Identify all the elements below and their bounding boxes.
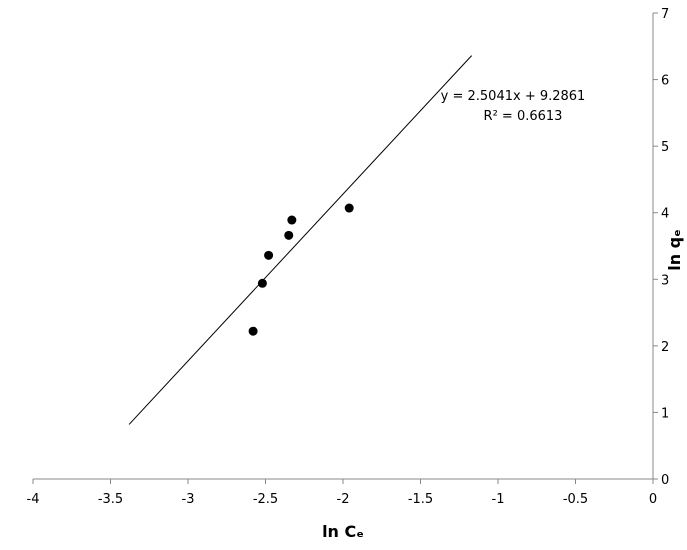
point bbox=[248, 326, 258, 336]
y-tick-label: 5 bbox=[661, 140, 669, 155]
point bbox=[287, 215, 297, 225]
x-tick-label: -4 bbox=[27, 492, 40, 507]
point bbox=[344, 203, 354, 213]
point bbox=[264, 250, 274, 260]
y-tick-label: 2 bbox=[661, 340, 669, 355]
point bbox=[284, 230, 294, 240]
y-tick-label: 6 bbox=[661, 74, 669, 89]
x-tick-label: -1.5 bbox=[408, 492, 433, 507]
y-axis-label: ln qₑ bbox=[665, 229, 684, 271]
x-tick-label: -2 bbox=[337, 492, 350, 507]
x-tick-label: -1 bbox=[492, 492, 505, 507]
x-tick-label: -3 bbox=[182, 492, 195, 507]
x-tick-label: 0 bbox=[649, 492, 657, 507]
y-tick-label: 4 bbox=[661, 207, 669, 222]
x-tick-label: -2.5 bbox=[253, 492, 278, 507]
y-tick-label: 0 bbox=[661, 473, 669, 488]
point bbox=[257, 278, 267, 288]
trendline bbox=[128, 55, 473, 425]
trend-equation: y = 2.5041x + 9.2861 bbox=[441, 89, 586, 104]
trend-r-squared: R² = 0.6613 bbox=[484, 109, 563, 124]
x-tick-label: -3.5 bbox=[98, 492, 123, 507]
y-tick-label: 1 bbox=[661, 406, 669, 421]
x-tick-label: -0.5 bbox=[563, 492, 588, 507]
y-tick-label: 3 bbox=[661, 273, 669, 288]
y-tick-label: 7 bbox=[661, 7, 669, 22]
x-axis-label: ln Cₑ bbox=[322, 522, 364, 541]
